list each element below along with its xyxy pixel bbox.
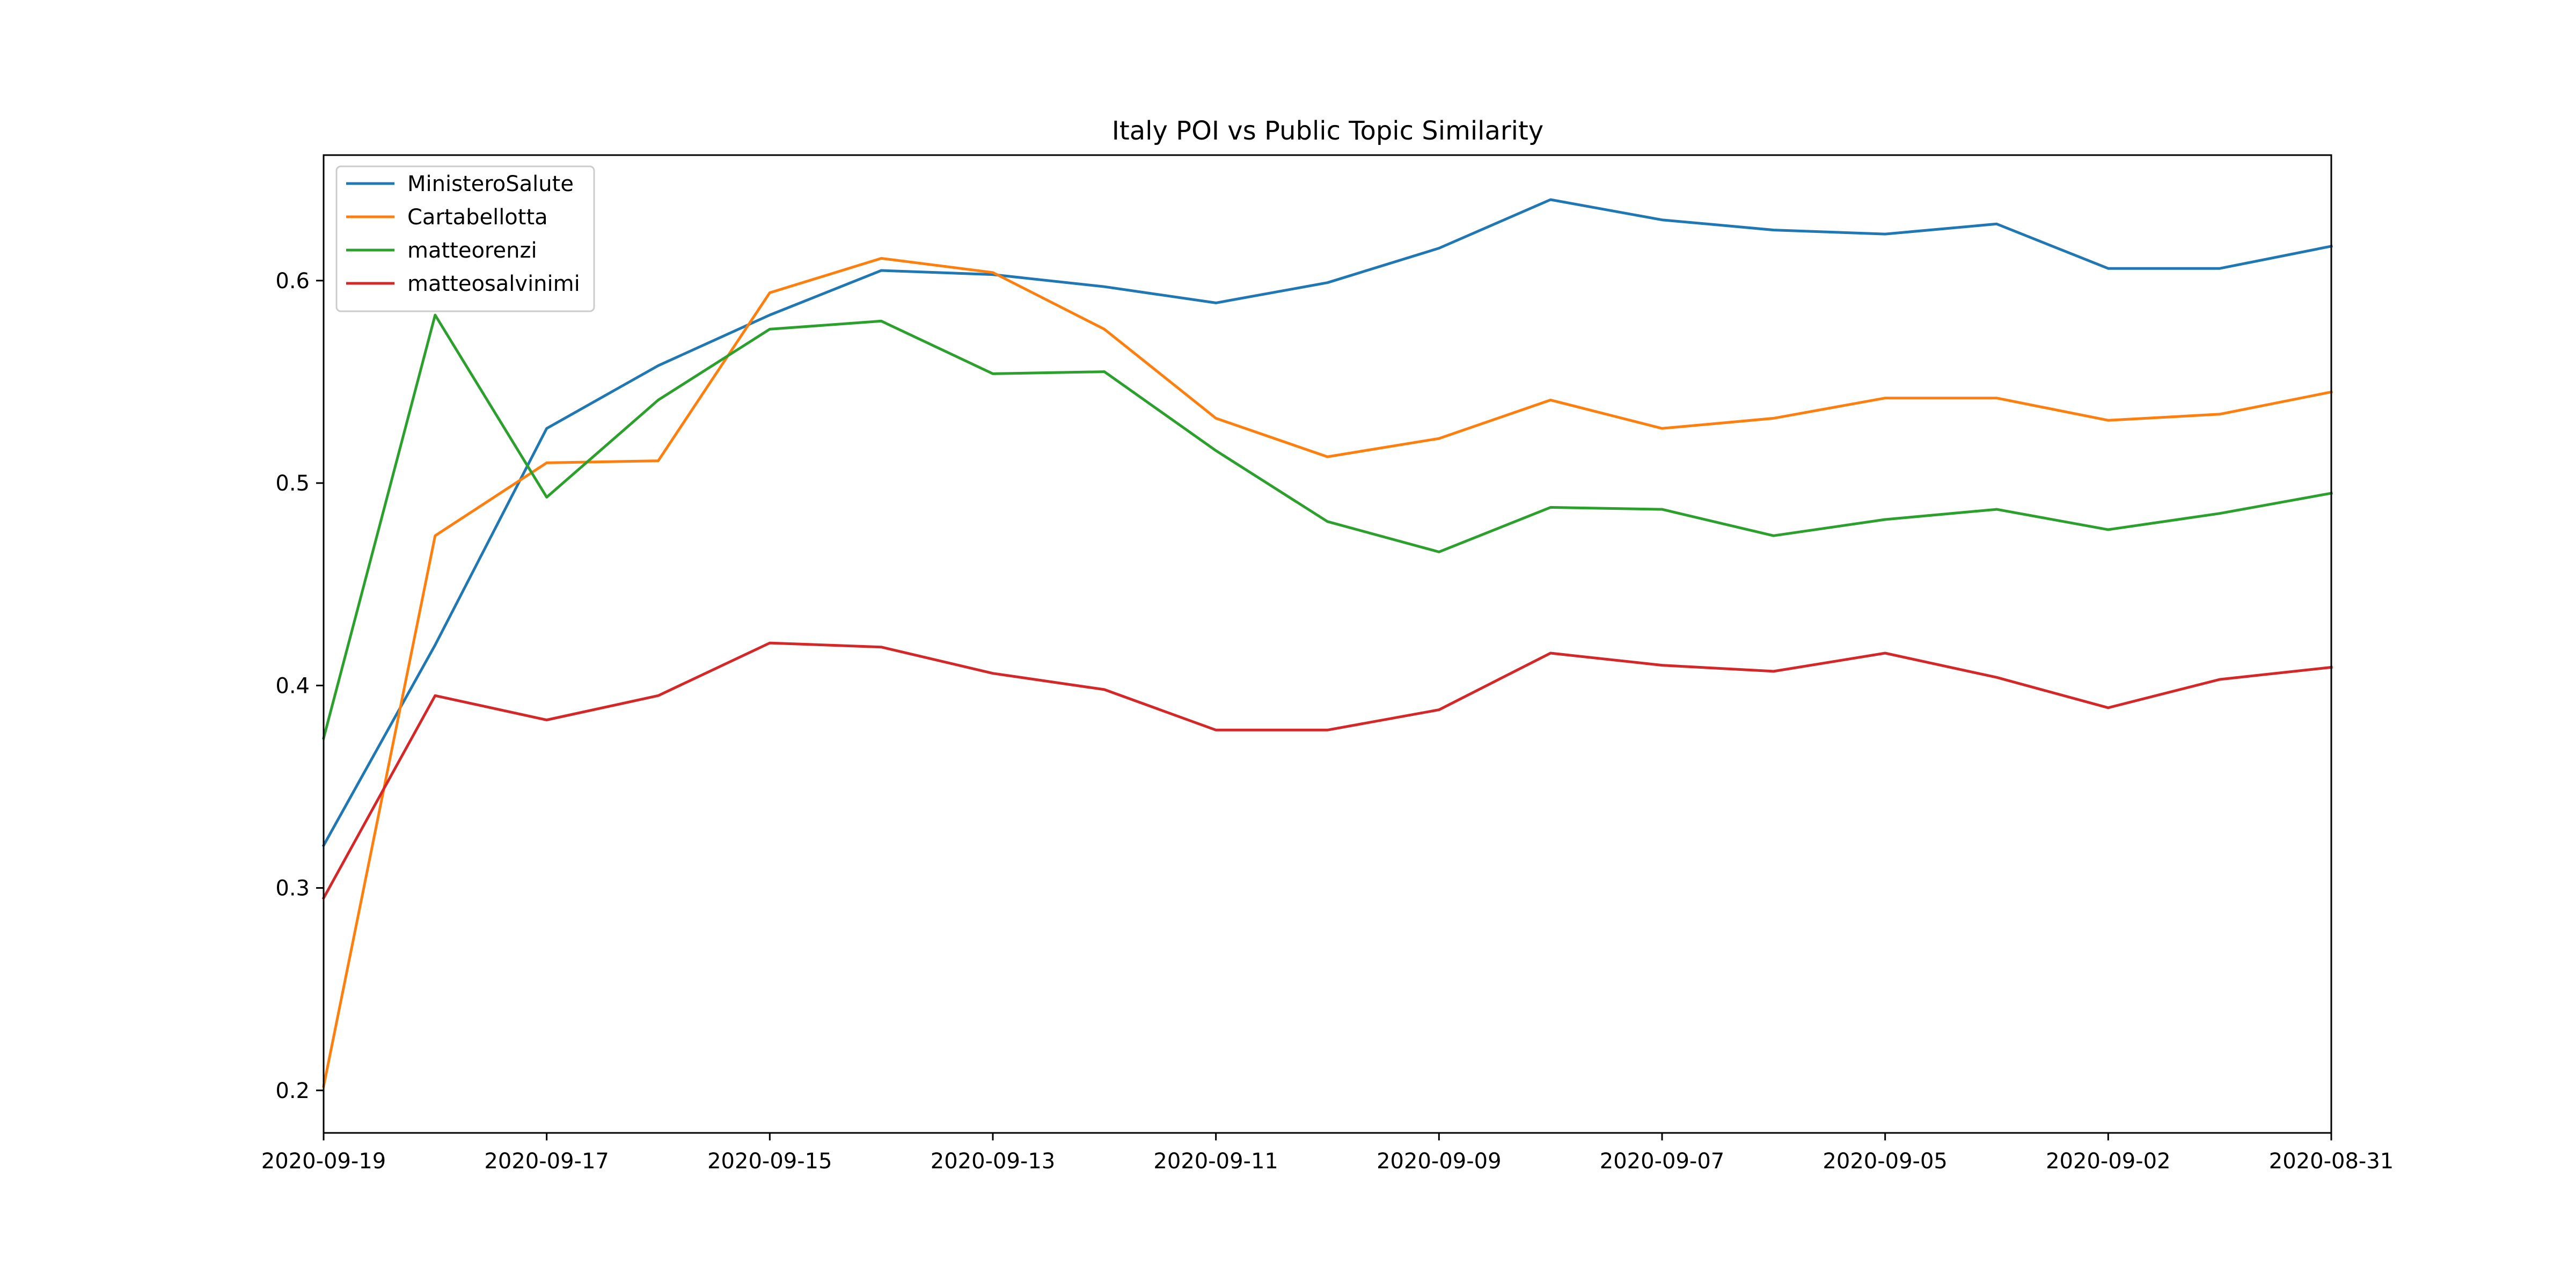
plot-area (321, 198, 2333, 1088)
legend-label-MinisteroSalute: MinisteroSalute (407, 172, 574, 196)
y-tick-label: 0.6 (275, 269, 310, 294)
series-line-Cartabellotta (322, 257, 2333, 1088)
y-tick-label: 0.2 (275, 1079, 310, 1103)
legend-frame (335, 165, 595, 312)
x-tick-label: 2020-08-31 (2269, 1149, 2394, 1174)
legend-label-Cartabellotta: Cartabellotta (407, 205, 548, 230)
x-tick-label: 2020-09-17 (484, 1149, 609, 1174)
y-tick-label: 0.5 (275, 471, 310, 496)
y-tick-label: 0.3 (275, 876, 310, 901)
x-tick-label: 2020-09-19 (261, 1149, 386, 1174)
axes-frame (323, 154, 2332, 1134)
x-tick-label: 2020-09-05 (1823, 1149, 1947, 1174)
x-tick-label: 2020-09-13 (931, 1149, 1055, 1174)
x-tick-label: 2020-09-15 (707, 1149, 832, 1174)
y-tick-label: 0.4 (275, 674, 310, 698)
legend-label-matteosalvinimi: matteosalvinimi (407, 272, 580, 296)
x-tick-label: 2020-09-11 (1153, 1149, 1278, 1174)
x-tick-label: 2020-09-02 (2046, 1149, 2170, 1174)
x-tick-label: 2020-09-07 (1600, 1149, 1724, 1174)
series-line-matteosalvinimi (321, 641, 2333, 900)
x-axis: 2020-09-19 2020-09-17 2020-09-15 2020-09-13… (261, 1133, 2394, 1174)
legend: MinisteroSalute Cartabellotta matteorenzi m… (335, 165, 595, 312)
series-line-matteorenzi (321, 313, 2333, 740)
y-axis: 0.2 0.3 0.4 0.5 0.6 (275, 269, 324, 1103)
series-line-MinisteroSalute (321, 198, 2333, 847)
x-tick-label: 2020-09-09 (1377, 1149, 1501, 1174)
legend-label-matteorenzi: matteorenzi (407, 238, 537, 263)
chart-title: Italy POI vs Public Topic Similarity (1112, 116, 1543, 146)
